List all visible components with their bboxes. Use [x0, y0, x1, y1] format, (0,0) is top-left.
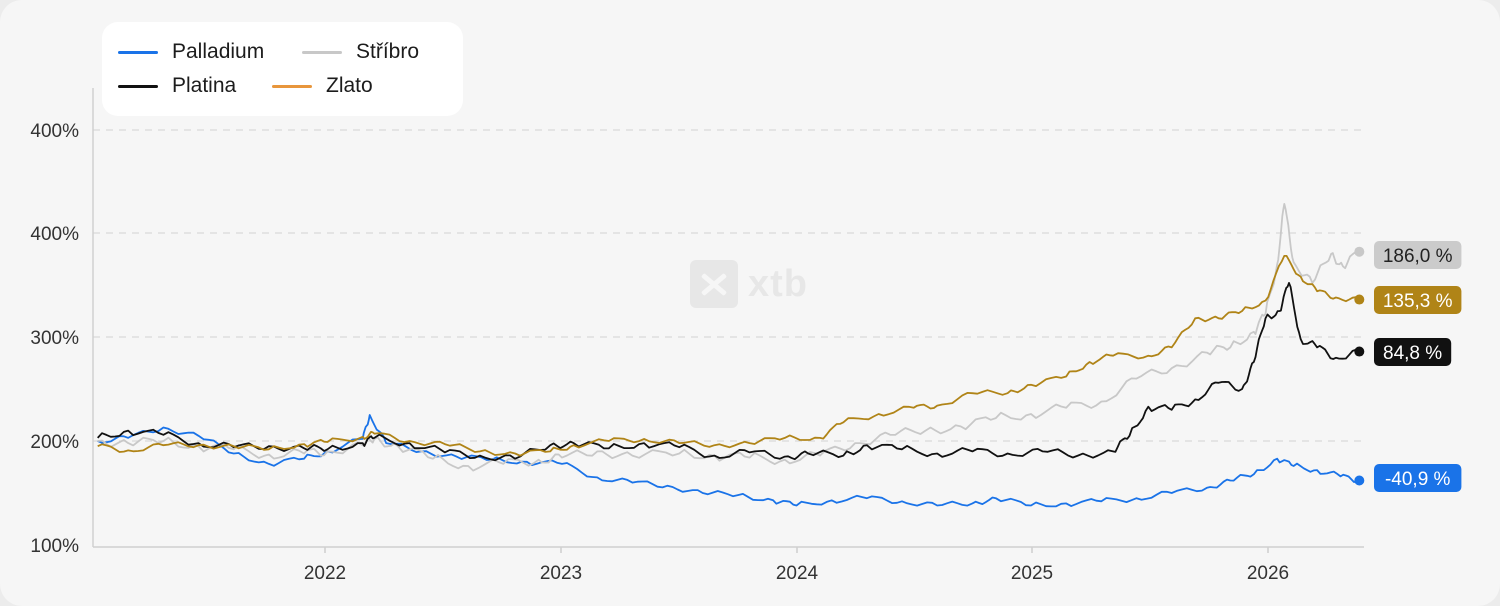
value-badge — [1374, 241, 1462, 269]
value-badge-label: 186,0 % — [1383, 246, 1453, 267]
y-tick-label: 400% — [30, 121, 79, 142]
legend-item-stribro: Stříbro — [302, 40, 419, 64]
end-marker — [1354, 246, 1365, 257]
chart-legend: Palladium Stříbro Platina Zlato — [102, 22, 463, 116]
legend-label: Palladium — [172, 40, 265, 63]
legend-label: Platina — [172, 74, 237, 97]
xtb-watermark: xtb — [690, 260, 808, 308]
series-line-platina — [97, 282, 1360, 462]
legend-swatch — [118, 84, 158, 88]
y-tick-label: 100% — [30, 536, 79, 557]
legend-item-palladium: Palladium — [118, 40, 264, 64]
value-badge-label: -40,9 % — [1385, 469, 1451, 490]
series-line-stříbro — [97, 203, 1360, 472]
value-badge — [1374, 464, 1462, 492]
legend-label: Stříbro — [356, 40, 420, 63]
value-badge — [1374, 286, 1462, 314]
x-tick-label: 2026 — [1247, 563, 1289, 584]
legend-label: Zlato — [326, 74, 373, 97]
y-tick-label: 300% — [30, 328, 79, 349]
series-line-zlato — [97, 255, 1360, 457]
y-tick-label: 200% — [30, 432, 79, 453]
end-marker — [1354, 294, 1365, 305]
end-marker — [1354, 475, 1365, 486]
value-badge-label: 135,3 % — [1383, 291, 1453, 312]
x-tick-label: 2022 — [304, 563, 346, 584]
value-badge-label: 84,8 % — [1383, 343, 1442, 364]
y-tick-label: 400% — [30, 224, 79, 245]
xtb-logo-icon — [690, 260, 738, 308]
series-line-palladium — [97, 414, 1360, 508]
end-marker — [1354, 346, 1365, 357]
value-badge — [1374, 338, 1452, 366]
legend-item-platina: Platina — [118, 74, 236, 98]
watermark-text: xtb — [748, 262, 808, 305]
x-tick-label: 2023 — [540, 563, 582, 584]
x-tick-label: 2024 — [776, 563, 819, 584]
legend-swatch — [272, 84, 312, 88]
legend-swatch — [302, 50, 342, 54]
x-tick-label: 2025 — [1011, 563, 1053, 584]
legend-item-zlato: Zlato — [272, 74, 373, 98]
legend-swatch — [118, 50, 158, 54]
